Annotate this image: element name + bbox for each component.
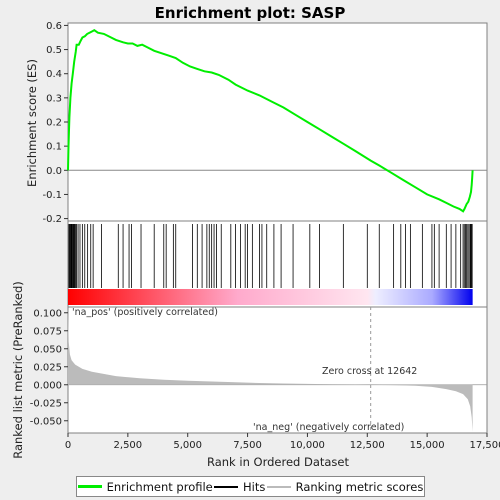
es-panel xyxy=(67,22,488,222)
rank-color-bar xyxy=(68,289,473,305)
es-tick-label: 0.2 xyxy=(46,118,62,129)
x-tick-label: 0 xyxy=(65,440,71,451)
es-tick-label: -0.2 xyxy=(42,214,62,225)
legend-item-metric: Ranking metric scores xyxy=(266,479,424,494)
legend-item-profile: Enrichment profile xyxy=(77,479,213,494)
legend-swatch-metric xyxy=(266,485,291,488)
es-tick-label: -0.1 xyxy=(42,190,62,201)
zero-cross-label: Zero cross at 12642 xyxy=(322,366,417,377)
metric-panel xyxy=(67,306,488,434)
metric-tick-label: -0.025 xyxy=(30,398,62,409)
metric-tick-label: 0.000 xyxy=(33,380,62,391)
metric-axis-label: Ranked list metric (PreRanked) xyxy=(11,281,25,459)
x-tick-label: 15,000 xyxy=(410,440,445,451)
legend-label-hits: Hits xyxy=(243,479,266,494)
pos-label: 'na_pos' (positively correlated) xyxy=(72,307,218,318)
metric-tick-label: 0.050 xyxy=(33,344,62,355)
legend-swatch-profile xyxy=(77,485,102,488)
es-tick-label: 0.5 xyxy=(46,45,62,56)
es-tick-label: 0.3 xyxy=(46,93,62,104)
x-tick-label: 17,500 xyxy=(470,440,500,451)
x-tick-label: 10,000 xyxy=(290,440,325,451)
x-tick-label: 12,500 xyxy=(350,440,385,451)
legend: Enrichment profile Hits Ranking metric s… xyxy=(76,476,425,497)
es-tick-label: 0.1 xyxy=(46,142,62,153)
legend-item-hits: Hits xyxy=(214,480,265,494)
es-axis-label: Enrichment score (ES) xyxy=(25,59,39,187)
es-tick-label: 0.6 xyxy=(46,21,62,32)
chart-title: Enrichment plot: SASP xyxy=(155,4,346,22)
x-axis-label: Rank in Ordered Dataset xyxy=(207,455,350,469)
enrichment-profile-line xyxy=(67,29,474,213)
metric-tick-label: 0.025 xyxy=(33,362,62,373)
es-tick-label: 0.4 xyxy=(46,69,62,80)
legend-label-profile: Enrichment profile xyxy=(106,479,213,494)
metric-tick-label: 0.075 xyxy=(33,326,62,337)
legend-label-metric: Ranking metric scores xyxy=(295,479,424,494)
metric-tick-label: 0.100 xyxy=(33,308,62,319)
x-tick-label: 5,000 xyxy=(173,440,202,451)
x-tick-label: 7,500 xyxy=(233,440,262,451)
legend-swatch-hits xyxy=(214,485,238,488)
es-tick-label: 0.0 xyxy=(46,166,62,177)
x-tick-label: 2,500 xyxy=(114,440,143,451)
neg-label: 'na_neg' (negatively correlated) xyxy=(253,422,404,433)
metric-tick-label: -0.050 xyxy=(30,416,62,427)
